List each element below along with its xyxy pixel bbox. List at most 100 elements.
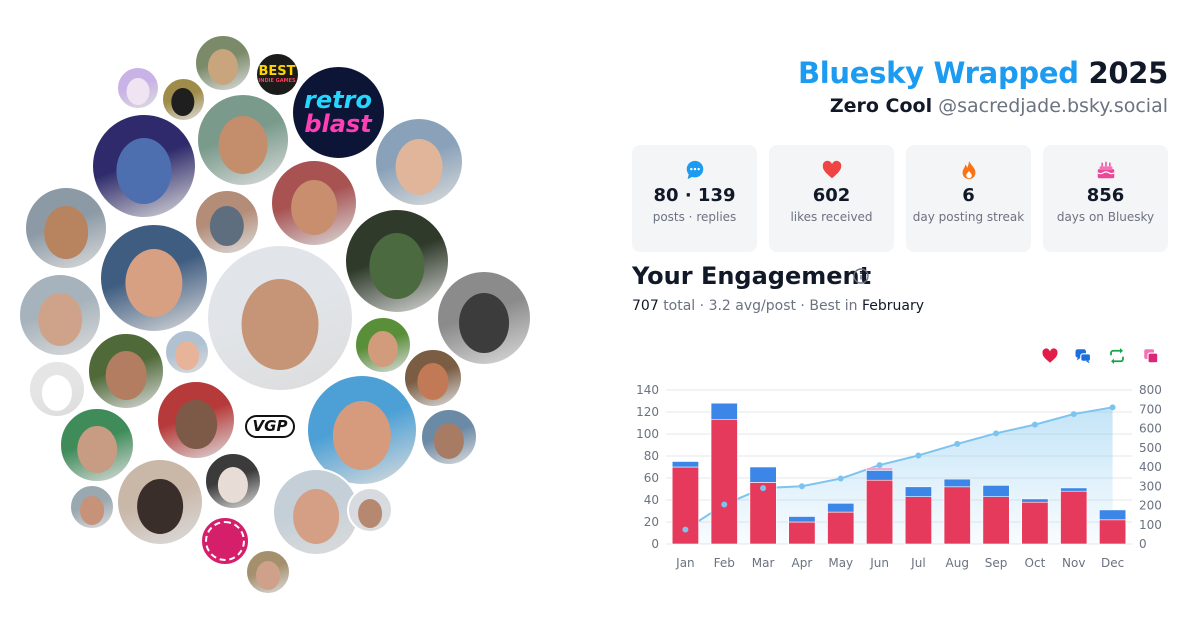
avatar[interactable]	[156, 380, 236, 460]
birthday-cake-icon	[1096, 161, 1115, 179]
avatar[interactable]	[87, 332, 165, 410]
avatar[interactable]	[403, 348, 463, 408]
avatar[interactable]	[99, 223, 209, 333]
bar-segment	[982, 485, 1010, 497]
avatar[interactable]	[272, 468, 360, 556]
best-indie-games-logo[interactable]: BEST INDIE GAMES	[254, 51, 300, 97]
stat-label: day posting streak	[912, 210, 1025, 224]
repost-icon[interactable]	[1108, 347, 1126, 365]
engagement-chart: 0 20 40 60 80 100 120 140 0 100 200 300 400 500 600 700…	[636, 383, 1162, 570]
bar-segment	[866, 470, 894, 481]
cumulative-point	[837, 475, 844, 482]
reply-icon[interactable]	[1074, 347, 1092, 365]
logo-text: retro	[304, 86, 372, 114]
cumulative-point	[798, 483, 805, 490]
avatar[interactable]	[59, 407, 135, 483]
best-month: February	[862, 298, 925, 314]
avatar[interactable]	[206, 244, 354, 392]
engagement-summary: 707 total · 3.2 avg/post · Best in Febru…	[632, 298, 925, 314]
engagement-title: Your Engagement	[632, 262, 872, 290]
avatar[interactable]	[194, 189, 260, 255]
stat-card-streak: 6 day posting streak	[906, 145, 1031, 252]
avatar[interactable]	[344, 208, 450, 314]
avatar-face	[459, 293, 509, 353]
brand-name: Bluesky Wrapped	[797, 56, 1079, 90]
stat-label: days on Bluesky	[1056, 210, 1155, 224]
badge-mark	[205, 521, 245, 561]
y-tick-left: 80	[644, 449, 659, 463]
avatar[interactable]	[196, 93, 290, 187]
bar-segment	[710, 419, 738, 545]
x-tick-label: Oct	[1025, 556, 1046, 570]
avatar[interactable]	[116, 458, 204, 546]
avatar-face	[256, 561, 280, 590]
avatar[interactable]	[69, 484, 115, 530]
avatar[interactable]	[164, 329, 210, 375]
x-tick-label: Feb	[714, 556, 735, 570]
avatar[interactable]	[116, 66, 160, 110]
avatar-face	[293, 489, 339, 544]
avatar-cloud: BEST INDIE GAMES retro blast VGP	[0, 0, 560, 630]
avatar-face	[116, 138, 172, 205]
avatar[interactable]	[24, 186, 108, 270]
avatar-face	[41, 374, 73, 411]
bar-segment	[788, 516, 816, 523]
avatar[interactable]	[91, 113, 197, 219]
avatar-face	[218, 115, 268, 174]
avatar[interactable]	[245, 549, 291, 595]
avatar-face	[207, 48, 239, 85]
avatar-face	[175, 399, 217, 450]
cumulative-point	[1070, 411, 1077, 418]
y-tick-right: 400	[1139, 460, 1162, 474]
bar-segment	[904, 496, 932, 545]
cumulative-point	[682, 526, 689, 533]
avatar-face	[417, 363, 449, 401]
vgp-logo[interactable]: VGP	[237, 393, 303, 459]
y-tick-left: 20	[644, 515, 659, 529]
total-value: 707	[632, 298, 659, 314]
avatar[interactable]	[347, 487, 393, 533]
avatar[interactable]	[420, 408, 478, 466]
avatar[interactable]	[270, 159, 358, 247]
avatar-face	[44, 206, 88, 259]
y-tick-left: 60	[644, 471, 659, 485]
bar-segment	[866, 467, 894, 470]
avatar[interactable]	[436, 270, 532, 366]
avatar[interactable]	[354, 316, 412, 374]
avatar[interactable]	[306, 374, 418, 486]
avatar[interactable]	[28, 360, 86, 418]
avatar-face	[358, 499, 382, 528]
avatar[interactable]	[194, 34, 252, 92]
info-icon[interactable]	[853, 268, 869, 284]
bar-segment	[749, 482, 777, 545]
pink-badge-logo[interactable]	[200, 516, 250, 566]
avatar-face	[38, 293, 82, 346]
avatar-face	[137, 479, 183, 534]
avatar-face	[291, 180, 337, 235]
cumulative-point	[915, 452, 922, 459]
avatar-face	[332, 400, 392, 471]
avatar-face	[105, 351, 147, 400]
y-tick-right: 500	[1139, 441, 1162, 455]
stat-value: 856	[1086, 185, 1125, 206]
retro-blast-logo[interactable]: retro blast	[290, 64, 386, 160]
page-title: Bluesky Wrapped 2025	[798, 56, 1168, 90]
speech-bubble-icon	[686, 160, 703, 180]
bar-segment	[904, 486, 932, 498]
user-handle[interactable]: @sacredjade.bsky.social	[938, 95, 1168, 117]
avatar[interactable]	[18, 273, 102, 357]
x-tick-label: Jul	[910, 556, 925, 570]
avatar-face	[126, 77, 150, 105]
quote-icon[interactable]	[1142, 347, 1160, 365]
stat-card-posts: 80 · 139 posts · replies	[632, 145, 757, 252]
display-name: Zero Cool	[829, 95, 933, 117]
avatar[interactable]	[160, 76, 206, 122]
stat-card-likes: 602 likes received	[769, 145, 894, 252]
year: 2025	[1088, 56, 1168, 90]
heart-icon[interactable]	[1041, 347, 1059, 365]
avatar[interactable]	[374, 117, 464, 207]
avatar[interactable]	[204, 452, 262, 510]
avatar-face	[217, 466, 249, 503]
logo-text: blast	[304, 110, 372, 138]
user-line: Zero Cool @sacredjade.bsky.social	[830, 95, 1168, 117]
